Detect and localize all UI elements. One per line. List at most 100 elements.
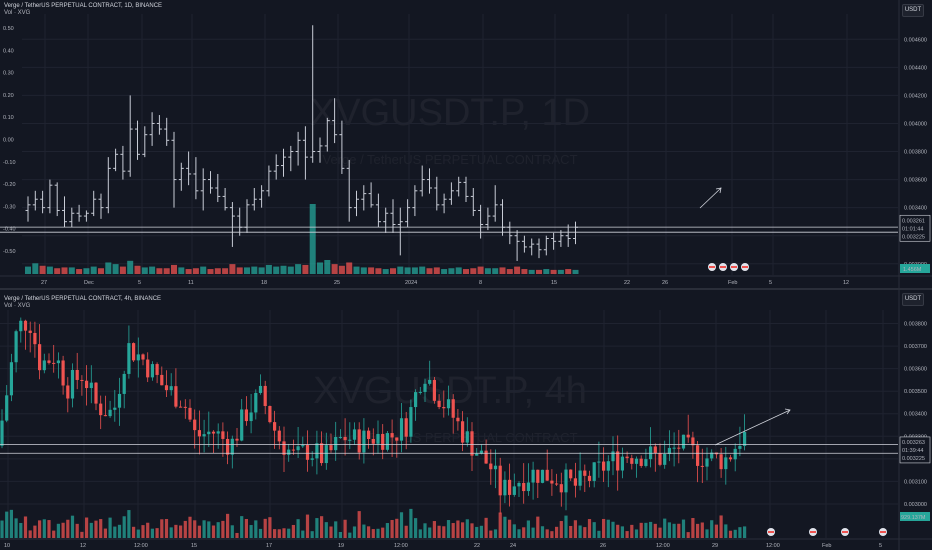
candle-body[interactable] [649,446,653,460]
candle-body[interactable] [696,445,700,466]
candle-body[interactable] [606,461,610,471]
candle-body[interactable] [475,453,479,456]
candle-body[interactable] [700,465,704,467]
candle-body[interactable] [150,364,154,378]
candle-body[interactable] [146,359,150,378]
daily-ohlc-chart[interactable]: 0.004600 0.004400 0.004200 0.004000 0.003800… [0,0,932,288]
candle-body[interactable] [686,434,690,438]
candle-body[interactable] [587,475,592,481]
candle-body[interactable] [334,436,338,451]
candle-body[interactable] [611,451,615,462]
candle-body[interactable] [19,320,23,332]
candle-body[interactable] [226,438,230,455]
candle-body[interactable] [512,486,516,495]
candle-body[interactable] [743,432,747,446]
candle-body[interactable] [569,469,573,479]
candle-body[interactable] [564,469,568,493]
candle-body[interactable] [602,461,606,471]
candle-body[interactable] [33,332,37,345]
candle-body[interactable] [193,419,197,431]
candle-body[interactable] [634,458,639,464]
candle-body[interactable] [47,360,51,363]
candle-body[interactable] [179,406,183,408]
candle-body[interactable] [338,436,342,438]
candle-body[interactable] [616,451,620,471]
candle-body[interactable] [404,418,408,437]
candle-body[interactable] [136,354,140,361]
candle-body[interactable] [315,443,319,459]
candle-body[interactable] [263,385,267,407]
candle-body[interactable] [155,364,159,375]
candle-body[interactable] [583,470,587,476]
candle-body[interactable] [503,479,507,496]
candle-body[interactable] [174,386,178,407]
candle-body[interactable] [639,458,643,466]
candle-body[interactable] [733,448,737,460]
candle-body[interactable] [592,462,596,481]
candle-body[interactable] [423,383,427,392]
candle-body[interactable] [531,469,535,483]
candle-body[interactable] [169,386,173,391]
candle-body[interactable] [390,433,394,438]
candle-body[interactable] [498,465,502,496]
candle-body[interactable] [578,470,582,486]
candle-body[interactable] [216,431,220,434]
candle-body[interactable] [691,437,695,446]
candle-body[interactable] [728,457,733,460]
candle-body[interactable] [371,438,375,444]
candle-body[interactable] [343,436,347,441]
candle-body[interactable] [287,449,291,455]
candle-body[interactable] [235,438,239,441]
candle-body[interactable] [9,362,13,396]
candle-body[interactable] [352,429,357,440]
candle-body[interactable] [42,360,46,371]
candle-body[interactable] [442,407,446,409]
candle-body[interactable] [89,382,93,389]
candle-body[interactable] [705,458,709,467]
candle-body[interactable] [240,409,244,441]
candle-body[interactable] [94,382,98,404]
candle-body[interactable] [38,344,42,371]
candle-body[interactable] [230,438,234,455]
candle-body[interactable] [465,431,469,443]
candle-body[interactable] [197,430,201,437]
candle-body[interactable] [658,453,662,465]
candle-body[interactable] [244,409,248,422]
candle-body[interactable] [414,392,418,408]
candle-body[interactable] [305,445,310,460]
candle-body[interactable] [456,417,460,422]
candle-body[interactable] [301,445,305,447]
four-hour-candle-chart[interactable]: 0.003800 0.003700 0.003600 0.003500 0.003400… [0,290,932,550]
candle-body[interactable] [451,399,455,418]
candle-body[interactable] [348,439,352,441]
candle-body[interactable] [555,483,559,485]
candle-body[interactable] [573,478,577,486]
candle-body[interactable] [277,430,281,442]
candle-body[interactable] [536,469,540,483]
candle-body[interactable] [141,354,145,360]
candle-body[interactable] [132,343,136,361]
candle-body[interactable] [14,331,18,363]
candle-body[interactable] [630,458,634,464]
trend-arrow-line[interactable] [714,409,791,446]
candle-body[interactable] [122,373,126,394]
candle-body[interactable] [644,459,648,466]
candle-body[interactable] [249,412,253,422]
candle-body[interactable] [56,360,60,364]
candle-body[interactable] [108,409,112,417]
currency-button[interactable]: USDT [902,4,924,17]
candle-body[interactable] [103,415,107,417]
candle-body[interactable] [61,360,65,386]
candle-body[interactable] [620,456,624,471]
candle-body[interactable] [362,430,366,453]
trend-arrow-line[interactable] [699,187,722,209]
candle-body[interactable] [738,445,742,449]
candle-body[interactable] [540,469,545,483]
candle-body[interactable] [66,385,70,399]
candle-body[interactable] [28,330,32,333]
candle-body[interactable] [52,362,56,364]
candle-body[interactable] [211,431,216,434]
candle-body[interactable] [677,447,681,449]
candle-body[interactable] [719,454,723,470]
candle-body[interactable] [282,441,286,455]
